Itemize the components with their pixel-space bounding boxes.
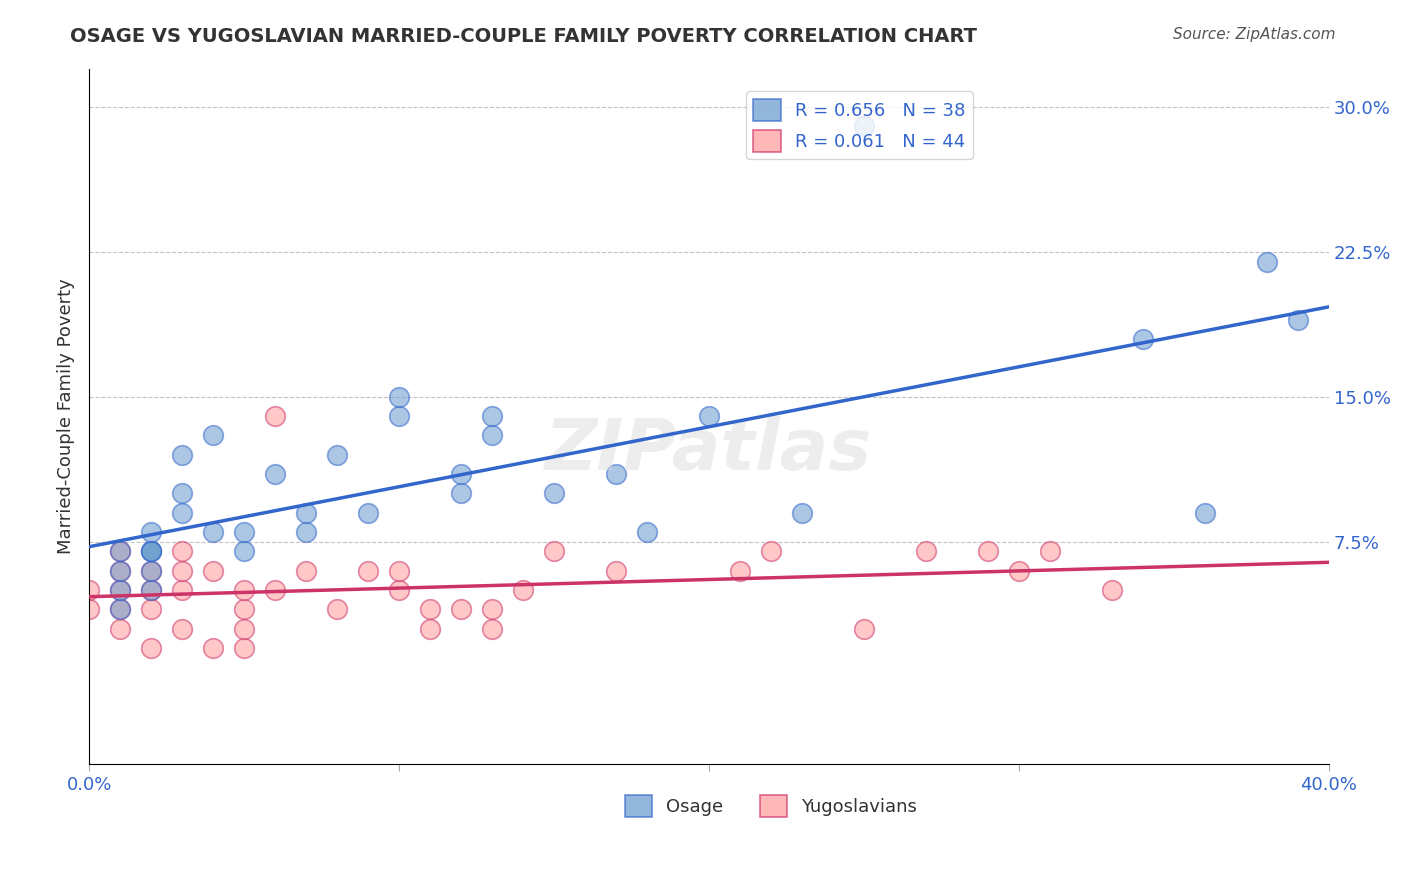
Legend: Osage, Yugoslavians: Osage, Yugoslavians (617, 788, 924, 824)
Point (233, 602, 256, 616)
Point (450, 486, 472, 500)
Point (388, 390, 411, 404)
Point (357, 564, 380, 578)
Point (1286, 312, 1309, 326)
Point (728, 564, 751, 578)
Point (481, 622, 503, 636)
Point (108, 582, 131, 597)
Point (1101, 582, 1123, 597)
Point (605, 467, 627, 482)
Point (170, 622, 193, 636)
Point (233, 622, 256, 636)
Point (357, 506, 380, 520)
Point (139, 640, 162, 655)
Point (139, 582, 162, 597)
Point (233, 582, 256, 597)
Point (295, 564, 318, 578)
Point (419, 622, 441, 636)
Point (419, 602, 441, 616)
Point (481, 602, 503, 616)
Point (481, 428, 503, 442)
Point (450, 467, 472, 482)
Point (139, 544, 162, 558)
Point (295, 506, 318, 520)
Point (543, 544, 565, 558)
Point (170, 564, 193, 578)
Point (790, 506, 813, 520)
Point (170, 544, 193, 558)
Point (202, 640, 225, 655)
Point (108, 544, 131, 558)
Point (388, 582, 411, 597)
Point (202, 428, 225, 442)
Point (139, 524, 162, 539)
Point (202, 564, 225, 578)
Point (108, 564, 131, 578)
Point (852, 120, 875, 134)
Point (170, 448, 193, 462)
Point (977, 544, 1000, 558)
Point (636, 524, 658, 539)
Point (108, 602, 131, 616)
Point (170, 582, 193, 597)
Point (108, 544, 131, 558)
Point (139, 544, 162, 558)
Point (264, 467, 287, 482)
Point (108, 582, 131, 597)
Point (697, 409, 720, 424)
Point (543, 486, 565, 500)
Point (139, 564, 162, 578)
Point (1194, 506, 1216, 520)
Point (170, 506, 193, 520)
Y-axis label: Married-Couple Family Poverty: Married-Couple Family Poverty (58, 278, 75, 554)
Point (295, 524, 318, 539)
Point (108, 622, 131, 636)
Point (139, 544, 162, 558)
Point (852, 622, 875, 636)
Text: Source: ZipAtlas.com: Source: ZipAtlas.com (1173, 27, 1336, 42)
Point (108, 602, 131, 616)
Point (264, 582, 287, 597)
Point (139, 564, 162, 578)
Point (326, 602, 349, 616)
Point (264, 409, 287, 424)
Point (202, 524, 225, 539)
Point (139, 582, 162, 597)
Point (233, 640, 256, 655)
Point (233, 524, 256, 539)
Point (450, 602, 472, 616)
Point (108, 564, 131, 578)
Point (388, 409, 411, 424)
Point (759, 544, 782, 558)
Point (170, 486, 193, 500)
Point (1256, 254, 1278, 268)
Point (605, 564, 627, 578)
Point (77, 602, 100, 616)
Point (139, 602, 162, 616)
Text: ZIPatlas: ZIPatlas (546, 417, 873, 485)
Point (388, 564, 411, 578)
Point (1008, 564, 1031, 578)
Text: OSAGE VS YUGOSLAVIAN MARRIED-COUPLE FAMILY POVERTY CORRELATION CHART: OSAGE VS YUGOSLAVIAN MARRIED-COUPLE FAMI… (70, 27, 977, 45)
Point (1132, 332, 1154, 346)
Point (326, 448, 349, 462)
Point (1039, 544, 1062, 558)
Point (915, 544, 938, 558)
Point (512, 582, 534, 597)
Point (233, 544, 256, 558)
Point (481, 409, 503, 424)
Point (77, 582, 100, 597)
